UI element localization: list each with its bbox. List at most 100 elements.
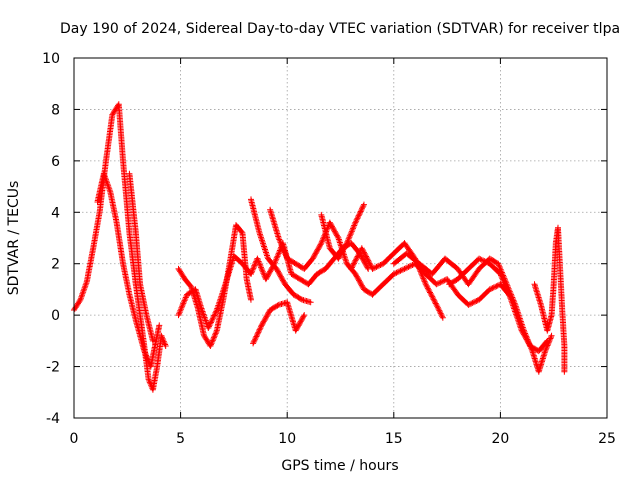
data-point-marks — [561, 343, 568, 374]
y-tick-label: -2 — [46, 360, 60, 376]
x-tick-label: 25 — [598, 431, 616, 447]
data-point-marks — [380, 251, 396, 267]
data-point-marks — [352, 271, 367, 292]
y-tick-label: 6 — [51, 154, 60, 170]
data-point-marks — [267, 206, 282, 240]
data-point-marks — [137, 281, 150, 317]
data-point-marks — [433, 276, 449, 288]
series-tracks-d — [175, 222, 254, 349]
data-point — [548, 332, 555, 339]
data-point-marks — [314, 266, 328, 277]
data-point-marks — [243, 276, 254, 302]
data-point-marks — [175, 293, 190, 319]
data-point-marks — [126, 170, 139, 235]
data-point — [439, 314, 446, 321]
data-point-marks — [390, 266, 407, 277]
data-point-marks — [508, 296, 525, 333]
data-point-marks — [433, 301, 446, 320]
data-point — [156, 322, 163, 329]
data-point-marks — [288, 271, 302, 282]
data-point-marks — [273, 265, 288, 286]
y-tick-label: 8 — [51, 102, 60, 118]
data-point-marks — [265, 255, 279, 271]
data-point-marks — [275, 235, 290, 261]
data-point-marks — [446, 276, 460, 288]
data-point-marks — [390, 241, 407, 257]
data-point-marks — [322, 256, 337, 272]
data-point-marks — [256, 229, 271, 261]
data-point-marks — [422, 281, 439, 307]
plot-frame — [73, 57, 608, 419]
y-tick-label: -4 — [46, 411, 60, 427]
data-point-marks — [120, 260, 133, 296]
data-point-marks — [454, 266, 471, 283]
data-point-marks — [205, 308, 220, 331]
series-tracks-a — [71, 101, 169, 393]
data-point-marks — [465, 297, 481, 308]
data-point-marks — [175, 265, 188, 281]
y-tick-label: 0 — [51, 308, 60, 324]
data-point-marks — [267, 302, 281, 313]
data-point-marks — [258, 308, 273, 329]
axis-ticks: 0 5 10 15 20 25 -4 -2 0 2 4 6 8 10 — [42, 51, 616, 447]
chart-title: Day 190 of 2024, Sidereal Day-to-day VTE… — [60, 21, 620, 37]
data-point-marks — [557, 265, 566, 312]
data-point-marks — [518, 327, 533, 348]
data-point — [149, 337, 156, 344]
y-tick-label: 10 — [42, 51, 60, 67]
data-point-marks — [250, 323, 264, 347]
data-point-marks — [380, 272, 396, 288]
data-point-marks — [422, 271, 439, 287]
data-point-marks — [126, 229, 139, 286]
data-point-marks — [107, 188, 120, 224]
data-point-marks — [544, 313, 555, 334]
data-point-marks — [343, 221, 358, 247]
data-point-marks — [213, 298, 226, 334]
data-point-marks — [248, 196, 263, 235]
series-tracks-b — [94, 170, 163, 370]
data-point-marks — [181, 276, 194, 289]
data-point-marks — [550, 241, 559, 288]
data-point-marks — [390, 251, 409, 267]
data-point-marks — [369, 261, 385, 272]
data-point-marks — [77, 280, 90, 303]
x-axis-label: GPS time / hours — [281, 458, 398, 474]
data-point-marks — [233, 222, 245, 235]
x-tick-label: 15 — [385, 431, 403, 447]
data-point-marks — [90, 210, 103, 252]
data-point-marks — [158, 332, 169, 348]
data-point-marks — [369, 282, 386, 298]
y-tick-label: 4 — [51, 205, 60, 221]
data-point-marks — [115, 101, 126, 163]
data-point-marks — [476, 255, 492, 267]
data-point-marks — [126, 291, 139, 322]
data-point-marks — [213, 282, 228, 313]
x-tick-label: 0 — [70, 431, 79, 447]
data-point — [301, 312, 308, 319]
data-point — [307, 299, 314, 306]
data-point-marks — [429, 256, 447, 277]
data-point-marks — [149, 365, 160, 393]
data-point-marks — [403, 250, 422, 266]
data-point-marks — [358, 245, 375, 271]
series-tracks-k — [369, 260, 512, 308]
data-point-marks — [497, 271, 514, 302]
data-point-marks — [335, 241, 350, 262]
y-axis-label: SDTVAR / TECUs — [6, 181, 22, 296]
data-point-marks — [284, 299, 299, 333]
series-tracks-g — [250, 299, 308, 347]
data-point — [544, 337, 551, 344]
data-point-marks — [132, 317, 147, 353]
x-tick-label: 20 — [491, 431, 509, 447]
data-point-marks — [120, 157, 133, 235]
data-point — [247, 296, 254, 303]
data-point-marks — [301, 256, 315, 272]
data-point-marks — [352, 203, 367, 226]
data-point-marks — [555, 224, 563, 271]
data-point-marks — [454, 291, 471, 307]
data-point-marks — [207, 329, 220, 349]
data-point-marks — [132, 229, 143, 286]
data-point-marks — [100, 170, 113, 194]
series-tracks-f — [248, 196, 314, 306]
